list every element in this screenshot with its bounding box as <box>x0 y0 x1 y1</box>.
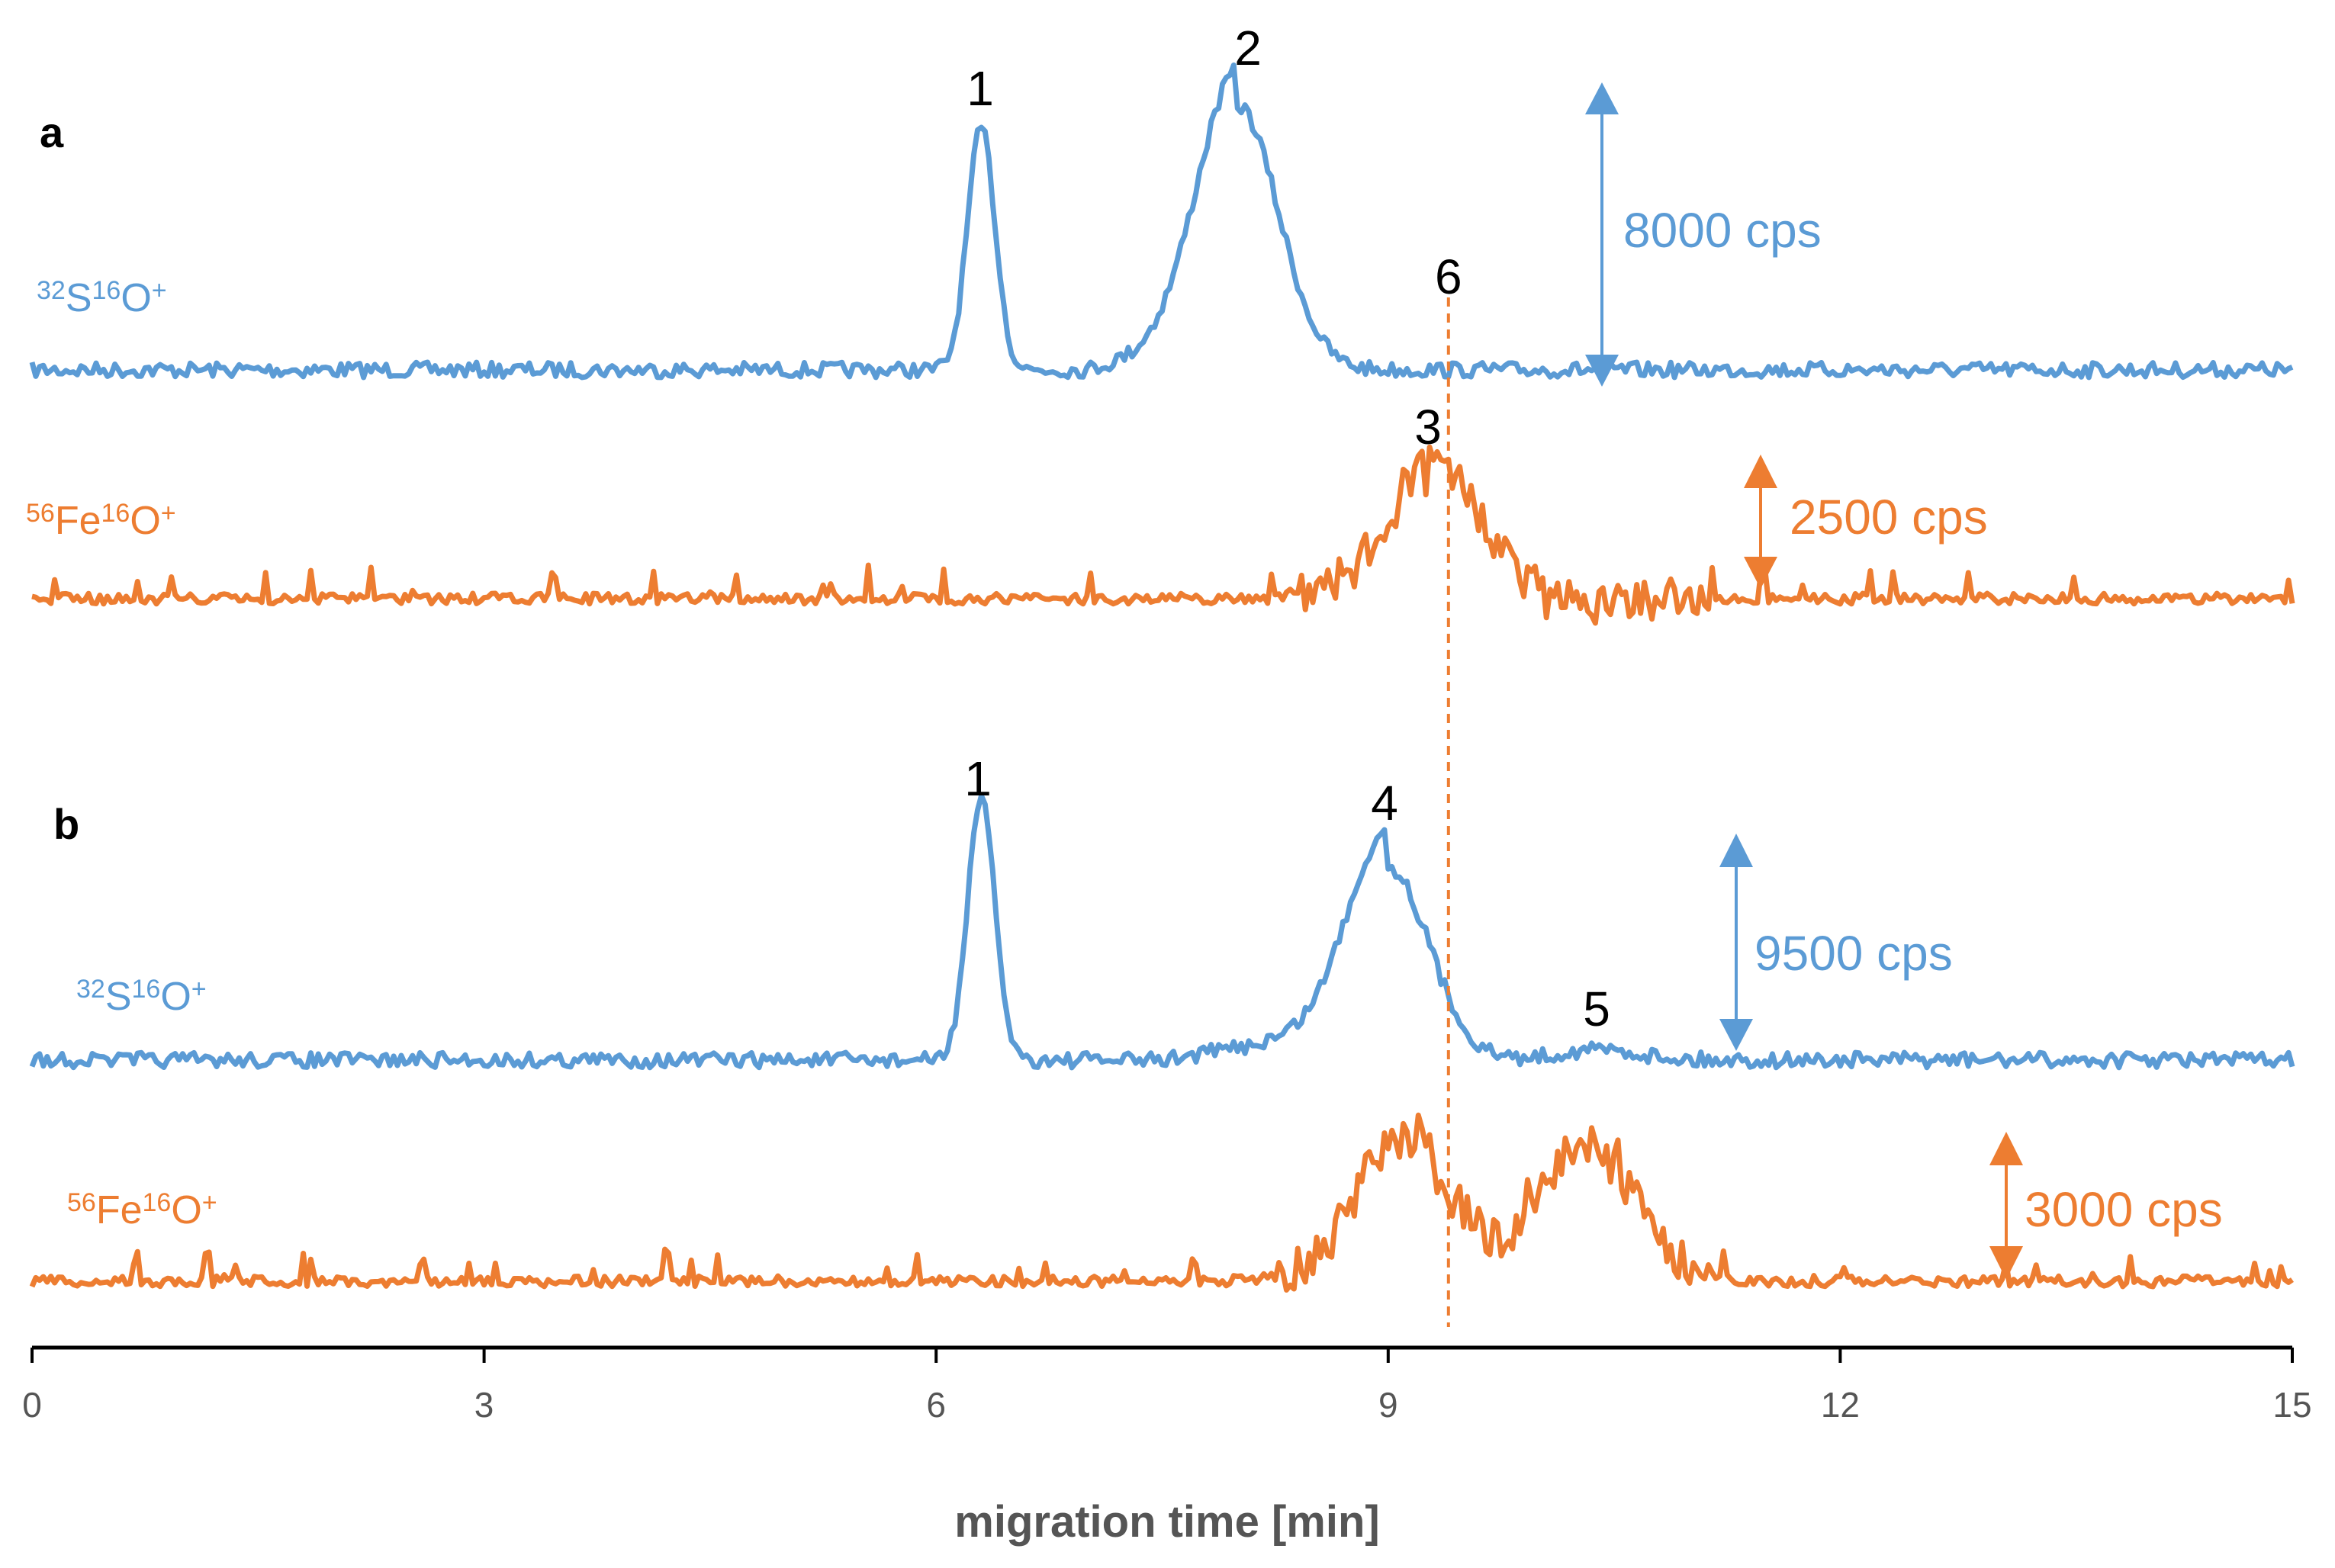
trace-label-b-sulfur: 32S16O+ <box>76 975 207 1019</box>
peak-label-6: 6 <box>1435 249 1462 304</box>
scale-label-b-sulfur: 9500 cps <box>1754 926 1953 981</box>
x-axis-ticks: 0 3 6 9 12 15 <box>22 1348 2312 1425</box>
x-axis-title: migration time [min] <box>954 1497 1379 1547</box>
scale-bar-b-iron <box>1989 1132 2023 1280</box>
peak-label-3-a: 3 <box>1414 400 1442 455</box>
scale-label-a-sulfur: 8000 cps <box>1623 203 1822 258</box>
x-tick-label: 6 <box>926 1385 946 1425</box>
trace-label-a-sulfur: 32S16O+ <box>37 276 167 320</box>
peak-label-4-b: 4 <box>1371 776 1398 831</box>
peak-label-1-a: 1 <box>966 61 994 116</box>
scale-bar-a-sulfur <box>1585 82 1619 387</box>
scale-label-a-iron: 2500 cps <box>1790 490 1988 545</box>
x-tick-label: 12 <box>1821 1385 1860 1425</box>
trace-line-a-sulfur <box>29 62 2294 381</box>
scale-bar-a-iron <box>1744 455 1777 589</box>
peak-label-5-b: 5 <box>1583 982 1610 1036</box>
trace-label-b-iron: 56Fe16O+ <box>67 1188 217 1232</box>
x-tick-label: 15 <box>2272 1385 2311 1425</box>
x-tick-label: 3 <box>474 1385 494 1425</box>
x-tick-label: 9 <box>1378 1385 1398 1425</box>
peak-label-2-a: 2 <box>1234 21 1262 76</box>
trace-line-b-sulfur <box>29 792 2295 1071</box>
panel-label-a: a <box>40 108 64 156</box>
scale-bar-b-sulfur <box>1719 834 1753 1051</box>
trace-line-a-iron <box>31 444 2295 626</box>
scale-label-b-iron: 3000 cps <box>2025 1182 2223 1237</box>
panel-label-b: b <box>53 800 79 848</box>
x-tick-label: 0 <box>22 1385 42 1425</box>
trace-line-b-iron <box>29 1112 2294 1293</box>
peak-label-1-b: 1 <box>964 751 992 806</box>
trace-label-a-iron: 56Fe16O+ <box>26 499 176 543</box>
